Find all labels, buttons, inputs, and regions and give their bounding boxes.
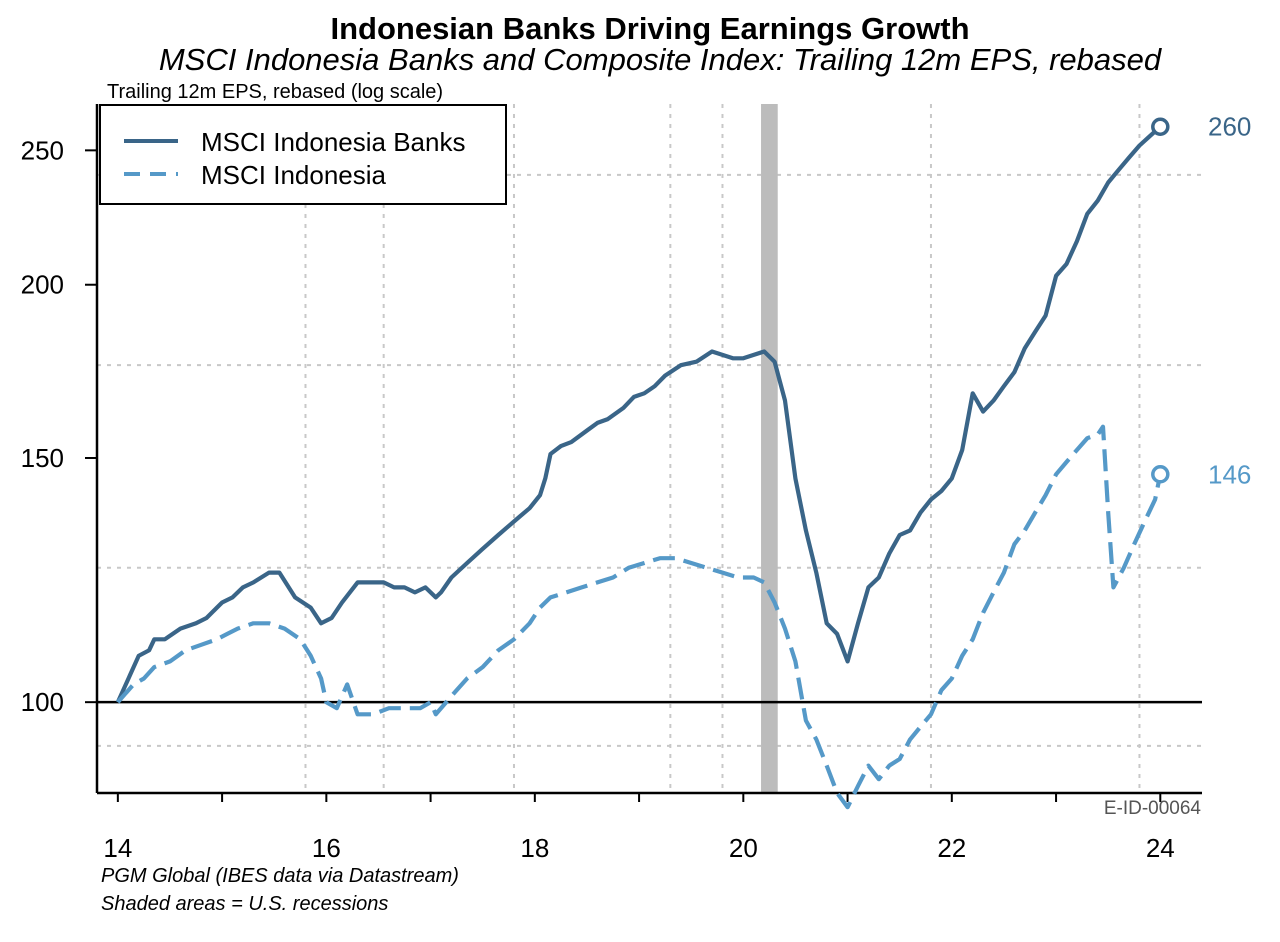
- composite-endpoint-marker: [1151, 465, 1170, 484]
- x-tick-label: 22: [937, 833, 966, 863]
- gridlines: [96, 104, 1202, 793]
- composite-end-label: 146: [1208, 459, 1251, 489]
- x-tick-label: 20: [729, 833, 758, 863]
- x-axis-ticks: 14 16 18 20 22 24: [103, 793, 1175, 863]
- legend: MSCI Indonesia Banks MSCI Indonesia: [99, 104, 507, 205]
- x-tick-label: 16: [312, 833, 341, 863]
- y-tick-label: 250: [21, 135, 64, 165]
- legend-label-banks: MSCI Indonesia Banks: [201, 127, 465, 157]
- series-lines: 260 146: [115, 112, 1251, 810]
- footnote-recession: Shaded areas = U.S. recessions: [101, 893, 388, 915]
- chart-title: Indonesian Banks Driving Earnings Growth: [330, 11, 969, 46]
- chart-subtitle: MSCI Indonesia Banks and Composite Index…: [159, 42, 1163, 77]
- y-axis-label: Trailing 12m EPS, rebased (log scale): [107, 81, 443, 103]
- footnote-source: PGM Global (IBES data via Datastream): [101, 865, 459, 887]
- legend-label-composite: MSCI Indonesia: [201, 160, 387, 190]
- banks-series-line: [115, 125, 1162, 704]
- recession-band: [761, 104, 778, 793]
- x-tick-label: 14: [103, 833, 132, 863]
- composite-series-line: [116, 424, 1163, 810]
- legend-box: [99, 104, 507, 205]
- banks-endpoint-marker: [1151, 117, 1170, 136]
- x-tick-label: 18: [520, 833, 549, 863]
- y-tick-label: 150: [21, 443, 64, 473]
- x-tick-label: 24: [1146, 833, 1175, 863]
- banks-end-label: 260: [1208, 112, 1251, 142]
- chart-code: E-ID-00064: [1104, 798, 1202, 819]
- y-axis-ticks: 100 150 200 250: [21, 135, 97, 717]
- y-tick-label: 200: [21, 270, 64, 300]
- recession-shading: [761, 104, 778, 793]
- y-tick-label: 100: [21, 687, 64, 717]
